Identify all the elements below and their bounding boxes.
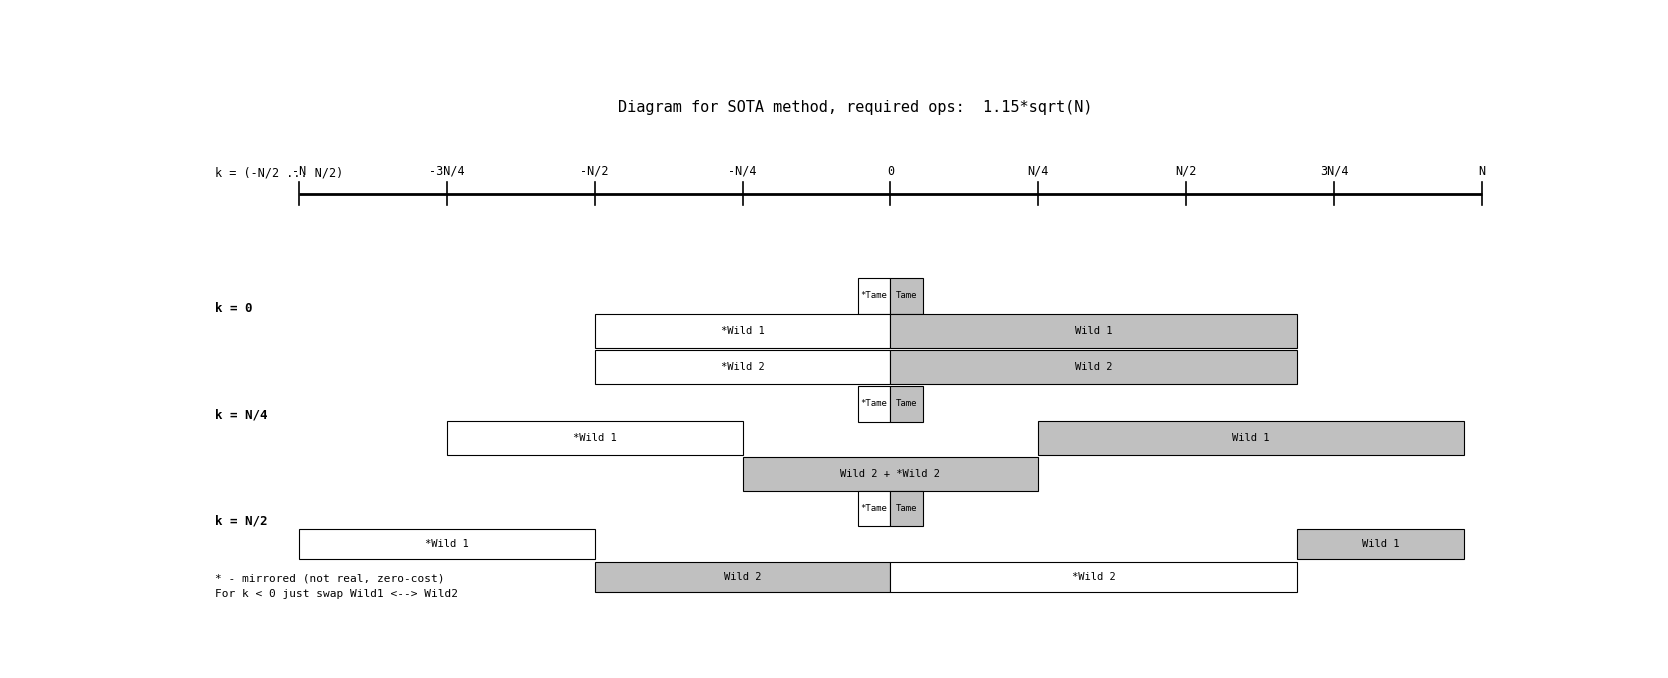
Text: Tame: Tame — [896, 399, 917, 408]
FancyBboxPatch shape — [447, 420, 742, 455]
Text: -3N/4: -3N/4 — [429, 165, 465, 178]
Text: *Wild 1: *Wild 1 — [572, 433, 617, 443]
Text: Diagram for SOTA method, required ops:  1.15*sqrt(N): Diagram for SOTA method, required ops: 1… — [617, 100, 1093, 115]
Text: *Wild 1: *Wild 1 — [425, 539, 469, 549]
FancyBboxPatch shape — [742, 457, 1037, 491]
Text: *Tame: *Tame — [861, 292, 887, 300]
FancyBboxPatch shape — [1037, 420, 1465, 455]
FancyBboxPatch shape — [857, 278, 891, 314]
FancyBboxPatch shape — [891, 491, 922, 526]
Text: N: N — [1478, 165, 1486, 178]
Text: -N/2: -N/2 — [580, 165, 609, 178]
Text: *Wild 2: *Wild 2 — [1073, 572, 1116, 582]
FancyBboxPatch shape — [595, 314, 891, 348]
Text: Wild 1: Wild 1 — [1233, 433, 1269, 443]
Text: k = N/2: k = N/2 — [215, 515, 267, 527]
Text: -N/4: -N/4 — [729, 165, 757, 178]
FancyBboxPatch shape — [595, 351, 891, 384]
Text: Wild 2 + *Wild 2: Wild 2 + *Wild 2 — [841, 469, 941, 479]
Text: For k < 0 just swap Wild1 <--> Wild2: For k < 0 just swap Wild1 <--> Wild2 — [215, 589, 459, 599]
Text: *Tame: *Tame — [861, 399, 887, 408]
Text: * - mirrored (not real, zero-cost): * - mirrored (not real, zero-cost) — [215, 574, 444, 583]
FancyBboxPatch shape — [857, 386, 891, 422]
Text: Wild 2: Wild 2 — [724, 572, 761, 582]
Text: 0: 0 — [887, 165, 894, 178]
Text: k = 0: k = 0 — [215, 302, 252, 315]
FancyBboxPatch shape — [891, 386, 922, 422]
Text: -N: -N — [292, 165, 307, 178]
Text: *Tame: *Tame — [861, 504, 887, 513]
Text: Wild 2: Wild 2 — [1076, 362, 1113, 372]
Text: 3N/4: 3N/4 — [1319, 165, 1348, 178]
Text: N/4: N/4 — [1027, 165, 1049, 178]
FancyBboxPatch shape — [595, 561, 891, 592]
Text: k = N/4: k = N/4 — [215, 409, 267, 422]
Text: Wild 1: Wild 1 — [1363, 539, 1399, 549]
FancyBboxPatch shape — [299, 529, 595, 559]
Text: k = (-N/2 ... N/2): k = (-N/2 ... N/2) — [215, 166, 344, 179]
FancyBboxPatch shape — [891, 278, 922, 314]
Text: Wild 1: Wild 1 — [1076, 325, 1113, 336]
FancyBboxPatch shape — [891, 314, 1298, 348]
Text: *Wild 1: *Wild 1 — [721, 325, 764, 336]
Text: *Wild 2: *Wild 2 — [721, 362, 764, 372]
Text: N/2: N/2 — [1176, 165, 1198, 178]
FancyBboxPatch shape — [891, 561, 1298, 592]
Text: Tame: Tame — [896, 504, 917, 513]
FancyBboxPatch shape — [1298, 529, 1465, 559]
FancyBboxPatch shape — [891, 351, 1298, 384]
FancyBboxPatch shape — [857, 491, 891, 526]
Text: Tame: Tame — [896, 292, 917, 300]
